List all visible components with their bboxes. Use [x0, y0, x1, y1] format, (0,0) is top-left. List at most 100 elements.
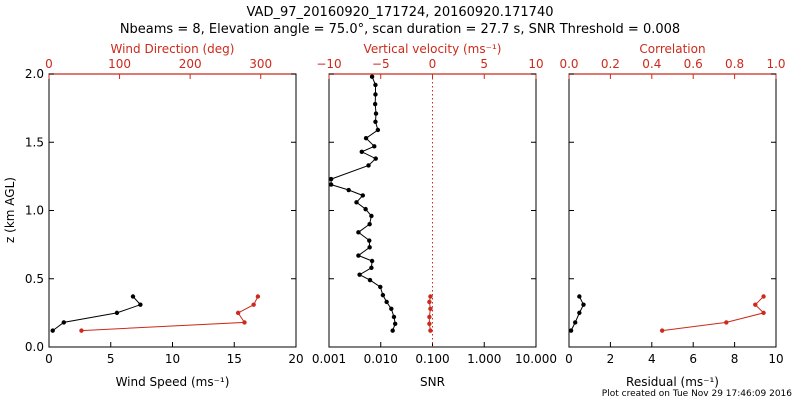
top-tick-label: 0.8: [725, 57, 744, 71]
black-series-point: [114, 310, 120, 316]
black-series-point: [363, 206, 368, 212]
top-tick-label: 10: [528, 57, 543, 71]
top-axis-title: Wind Direction (deg): [111, 42, 235, 56]
black-series-point: [356, 253, 361, 258]
red-series-line: [81, 296, 259, 332]
y-tick-label: 0.0: [25, 340, 44, 354]
figure-title-line-2: Nbeams = 8, Elevation angle = 75.0°, sca…: [120, 22, 680, 37]
black-series-point: [372, 144, 377, 149]
top-tick-label: −10: [316, 57, 341, 71]
bottom-tick-label: 4: [648, 352, 656, 366]
red-series-point: [427, 321, 432, 326]
panel-3: [568, 73, 777, 348]
top-axis-title: Vertical velocity (ms⁻¹): [364, 42, 502, 56]
top-tick-label: 100: [108, 57, 131, 71]
top-tick-label: 0.2: [601, 57, 620, 71]
black-series-point: [363, 135, 369, 141]
bottom-tick-label: 0.010: [364, 352, 398, 366]
bottom-tick-label: 2: [607, 352, 615, 366]
black-series-point: [50, 328, 55, 333]
y-tick-label: 1.0: [25, 204, 44, 218]
red-series-point: [427, 299, 432, 305]
top-tick-label: 0.6: [684, 57, 703, 71]
black-series-point: [328, 182, 334, 187]
top-tick-label: 300: [249, 57, 272, 71]
top-tick-label: −5: [372, 57, 390, 71]
black-series-point: [373, 156, 378, 161]
bottom-tick-label: 0.001: [312, 352, 346, 366]
black-series-point: [367, 238, 372, 243]
black-series-point: [573, 320, 578, 325]
black-series-point: [369, 74, 375, 79]
black-series-point: [367, 277, 373, 283]
black-series-point: [384, 299, 389, 305]
black-series-point: [357, 272, 362, 277]
black-series-point: [130, 294, 136, 299]
bottom-axis-title: Wind Speed (ms⁻¹): [116, 375, 230, 389]
black-series-point: [372, 101, 378, 107]
black-series-point: [389, 306, 394, 311]
y-tick-label: 2.0: [25, 67, 44, 81]
red-series-point: [251, 302, 256, 307]
black-series-point: [373, 111, 379, 116]
bottom-tick-label: 20: [288, 352, 303, 366]
red-series-point: [427, 314, 432, 320]
plot-frame: [48, 73, 297, 348]
footer-timestamp: Plot created on Tue Nov 29 17:46:09 2016: [602, 389, 792, 399]
panel-1: [48, 73, 297, 348]
black-series-point: [61, 320, 67, 325]
bottom-axis-title: SNR: [420, 375, 445, 389]
y-axis-label: z (km AGL): [3, 177, 17, 243]
black-series-point: [390, 328, 395, 333]
black-series-point: [138, 302, 143, 307]
black-series-point: [373, 92, 378, 97]
bottom-tick-label: 10: [768, 352, 783, 366]
top-tick-label: 0.4: [642, 57, 661, 71]
bottom-tick-label: 6: [689, 352, 697, 366]
panel-2: [328, 73, 537, 348]
y-tick-label: 1.5: [25, 135, 44, 149]
black-series-point: [328, 176, 334, 182]
top-tick-label: 0.0: [559, 57, 578, 71]
black-series-point: [354, 200, 359, 205]
black-series-point: [391, 314, 397, 320]
black-series-point: [359, 149, 364, 155]
bottom-tick-label: 15: [227, 352, 242, 366]
black-series-point: [360, 193, 366, 198]
red-series-point: [761, 310, 766, 316]
red-series-point: [753, 302, 758, 307]
bottom-axis-title: Residual (ms⁻¹): [626, 375, 719, 389]
y-tick-label: 0.5: [25, 272, 44, 286]
bottom-tick-label: 8: [731, 352, 739, 366]
top-tick-label: 1.0: [766, 57, 785, 71]
black-series-point: [369, 258, 375, 264]
black-series-point: [367, 245, 372, 250]
black-series-point: [356, 230, 361, 235]
bottom-tick-label: 0.100: [415, 352, 449, 366]
top-tick-label: 0: [45, 57, 53, 71]
top-tick-label: 0: [429, 57, 437, 71]
top-axis-title: Correlation: [639, 42, 705, 56]
black-series-point: [373, 82, 378, 88]
black-series-point: [375, 127, 381, 133]
black-series-point: [367, 221, 372, 227]
black-series-point: [378, 284, 383, 290]
red-series-point: [79, 328, 84, 333]
black-series-point: [577, 294, 582, 299]
black-series-point: [577, 310, 582, 316]
black-series-point: [392, 321, 398, 326]
black-series-point: [366, 163, 371, 168]
black-series-line: [52, 296, 142, 332]
black-series-point: [373, 119, 378, 124]
figure-title-line-1: VAD_97_20160920_171724, 20160920.171740: [247, 5, 554, 20]
red-series-point: [761, 294, 766, 299]
top-tick-label: 5: [480, 57, 488, 71]
bottom-tick-label: 5: [107, 352, 115, 366]
red-series-point: [242, 320, 247, 325]
black-series-point: [346, 187, 351, 193]
black-series-point: [369, 265, 374, 271]
red-series-point: [428, 306, 433, 311]
bottom-tick-label: 10.000: [515, 352, 557, 366]
red-series-point: [235, 310, 241, 316]
